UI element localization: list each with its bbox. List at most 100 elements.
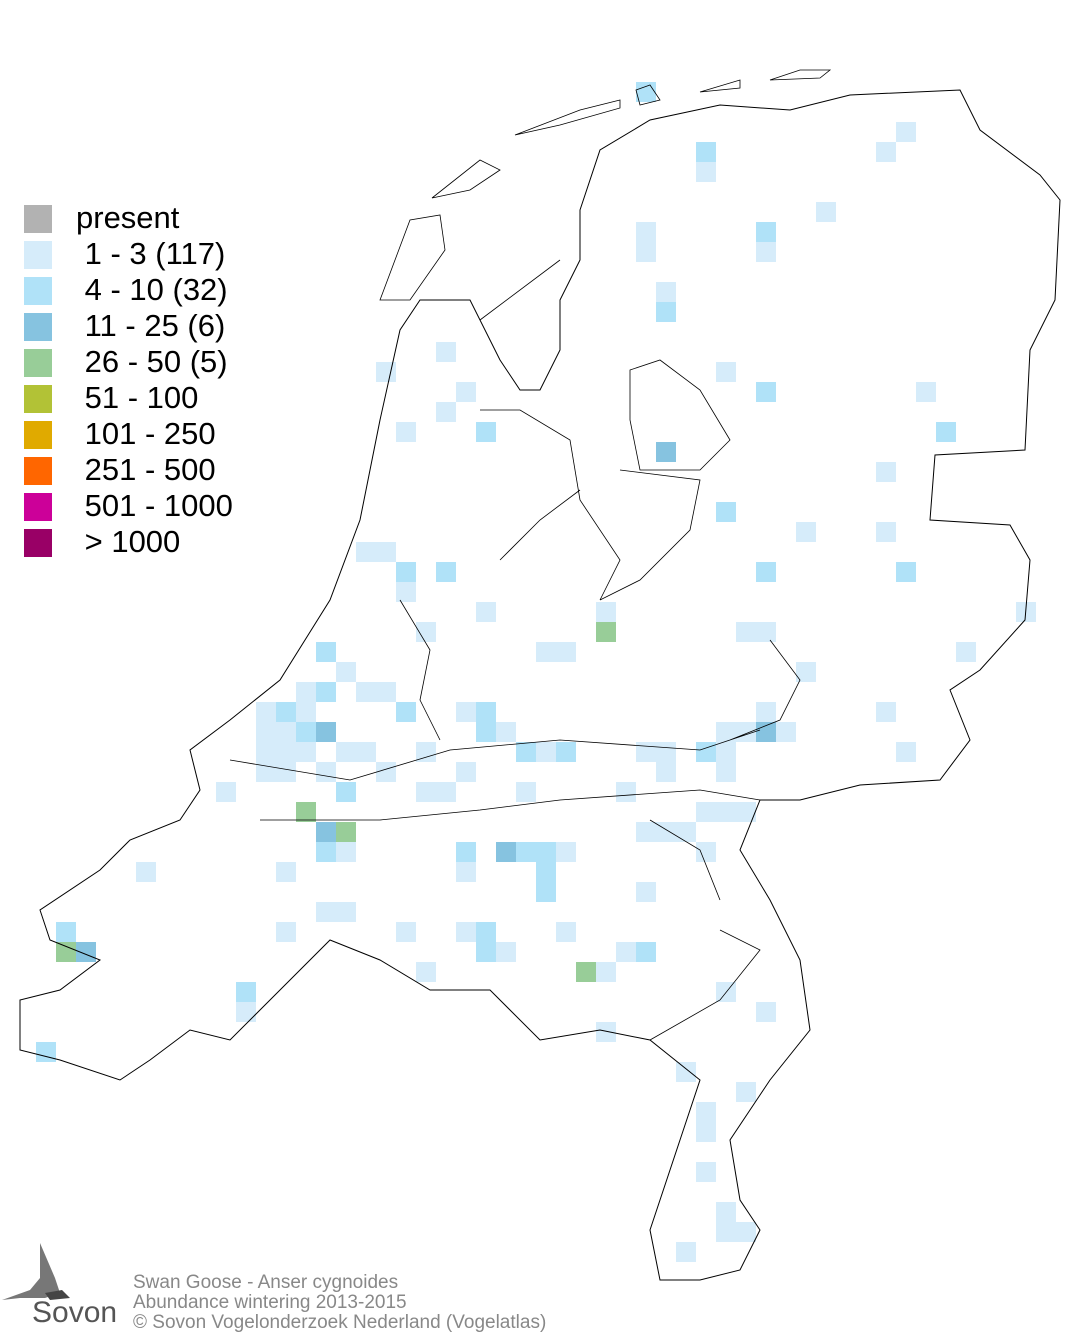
grid-cell — [636, 882, 656, 902]
grid-cell — [656, 282, 676, 302]
grid-cell — [336, 902, 356, 922]
grid-cell — [696, 742, 716, 762]
grid-cell — [476, 942, 496, 962]
grid-cell — [716, 802, 736, 822]
grid-cell — [636, 942, 656, 962]
grid-cell — [696, 1102, 716, 1122]
grid-cell — [676, 822, 696, 842]
grid-cell — [596, 602, 616, 622]
grid-cell — [476, 922, 496, 942]
inland-water-outline — [229, 259, 801, 1041]
grid-cell — [896, 122, 916, 142]
grid-cell — [676, 1062, 696, 1082]
grid-cell — [416, 622, 436, 642]
grid-cell — [56, 942, 76, 962]
grid-cell — [436, 402, 456, 422]
copyright: © Sovon Vogelonderzoek Nederland (Vogela… — [133, 1312, 547, 1333]
grid-cell — [276, 722, 296, 742]
grid-cell — [696, 162, 716, 182]
grid-cell — [396, 702, 416, 722]
grid-cell — [296, 702, 316, 722]
grid-cell — [256, 722, 276, 742]
grid-cell — [736, 1082, 756, 1102]
grid-cell — [36, 1042, 56, 1062]
grid-cell — [376, 682, 396, 702]
grid-cell — [596, 622, 616, 642]
grid-cell — [756, 222, 776, 242]
grid-cell — [716, 1222, 736, 1242]
grid-cell — [316, 762, 336, 782]
grid-cell — [336, 662, 356, 682]
grid-cell — [436, 342, 456, 362]
legend-label: 26 - 50 (5) — [76, 344, 228, 379]
grid-cell — [716, 742, 736, 762]
legend-swatch — [24, 313, 52, 341]
legend-label: 11 - 25 (6) — [76, 308, 226, 343]
grid-cell — [316, 722, 336, 742]
legend-label: 1 - 3 (117) — [76, 236, 226, 271]
grid-cell — [316, 822, 336, 842]
grid-cell — [616, 942, 636, 962]
grid-cell — [256, 742, 276, 762]
grid-cell — [956, 642, 976, 662]
grid-cell — [316, 902, 336, 922]
grid-cell — [376, 762, 396, 782]
map-caption: Swan Goose - Anser cygnoides Abundance w… — [133, 1273, 546, 1333]
wadden-islands — [379, 69, 832, 301]
grid-cell — [496, 842, 516, 862]
legend-swatch — [24, 205, 52, 233]
grid-cell — [356, 682, 376, 702]
grid-cell — [916, 382, 936, 402]
grid-cell — [556, 842, 576, 862]
grid-cell — [576, 962, 596, 982]
grid-cell — [476, 722, 496, 742]
grid-cell — [436, 782, 456, 802]
grid-cell — [896, 562, 916, 582]
grid-cell — [776, 722, 796, 742]
grid-cell — [736, 722, 756, 742]
grid-cell — [236, 1002, 256, 1022]
grid-cell — [456, 922, 476, 942]
legend-swatch — [24, 457, 52, 485]
grid-cell — [756, 242, 776, 262]
legend-label: > 1000 — [76, 524, 181, 559]
grid-cell — [636, 222, 656, 242]
grid-cell — [696, 842, 716, 862]
legend-label: present — [76, 200, 180, 235]
grid-cell — [356, 742, 376, 762]
grid-cell — [416, 782, 436, 802]
grid-cell — [936, 422, 956, 442]
grid-cell — [376, 542, 396, 562]
grid-cell — [796, 662, 816, 682]
grid-cell — [656, 742, 676, 762]
grid-cell — [536, 862, 556, 882]
grid-cell — [296, 742, 316, 762]
legend-label: 4 - 10 (32) — [76, 272, 228, 307]
grid-cell — [636, 742, 656, 762]
grid-cell — [376, 362, 396, 382]
grid-cell — [716, 1202, 736, 1222]
map-subtitle: Abundance wintering 2013-2015 — [133, 1292, 407, 1313]
grid-cell — [336, 842, 356, 862]
grid-cell — [796, 522, 816, 542]
grid-cell — [756, 722, 776, 742]
legend-swatch — [24, 493, 52, 521]
grid-cell — [396, 582, 416, 602]
grid-cell — [636, 242, 656, 262]
grid-cell — [276, 922, 296, 942]
grid-cell — [616, 782, 636, 802]
grid-cell — [756, 702, 776, 722]
grid-cell — [516, 842, 536, 862]
grid-cell — [276, 762, 296, 782]
grid-cell — [396, 562, 416, 582]
grid-cell — [396, 922, 416, 942]
grid-cell — [736, 622, 756, 642]
grid-cell — [556, 742, 576, 762]
legend-swatch — [24, 385, 52, 413]
legend-label: 101 - 250 — [76, 416, 216, 451]
grid-cell — [536, 842, 556, 862]
legend-label: 501 - 1000 — [76, 488, 233, 523]
grid-cell — [516, 742, 536, 762]
